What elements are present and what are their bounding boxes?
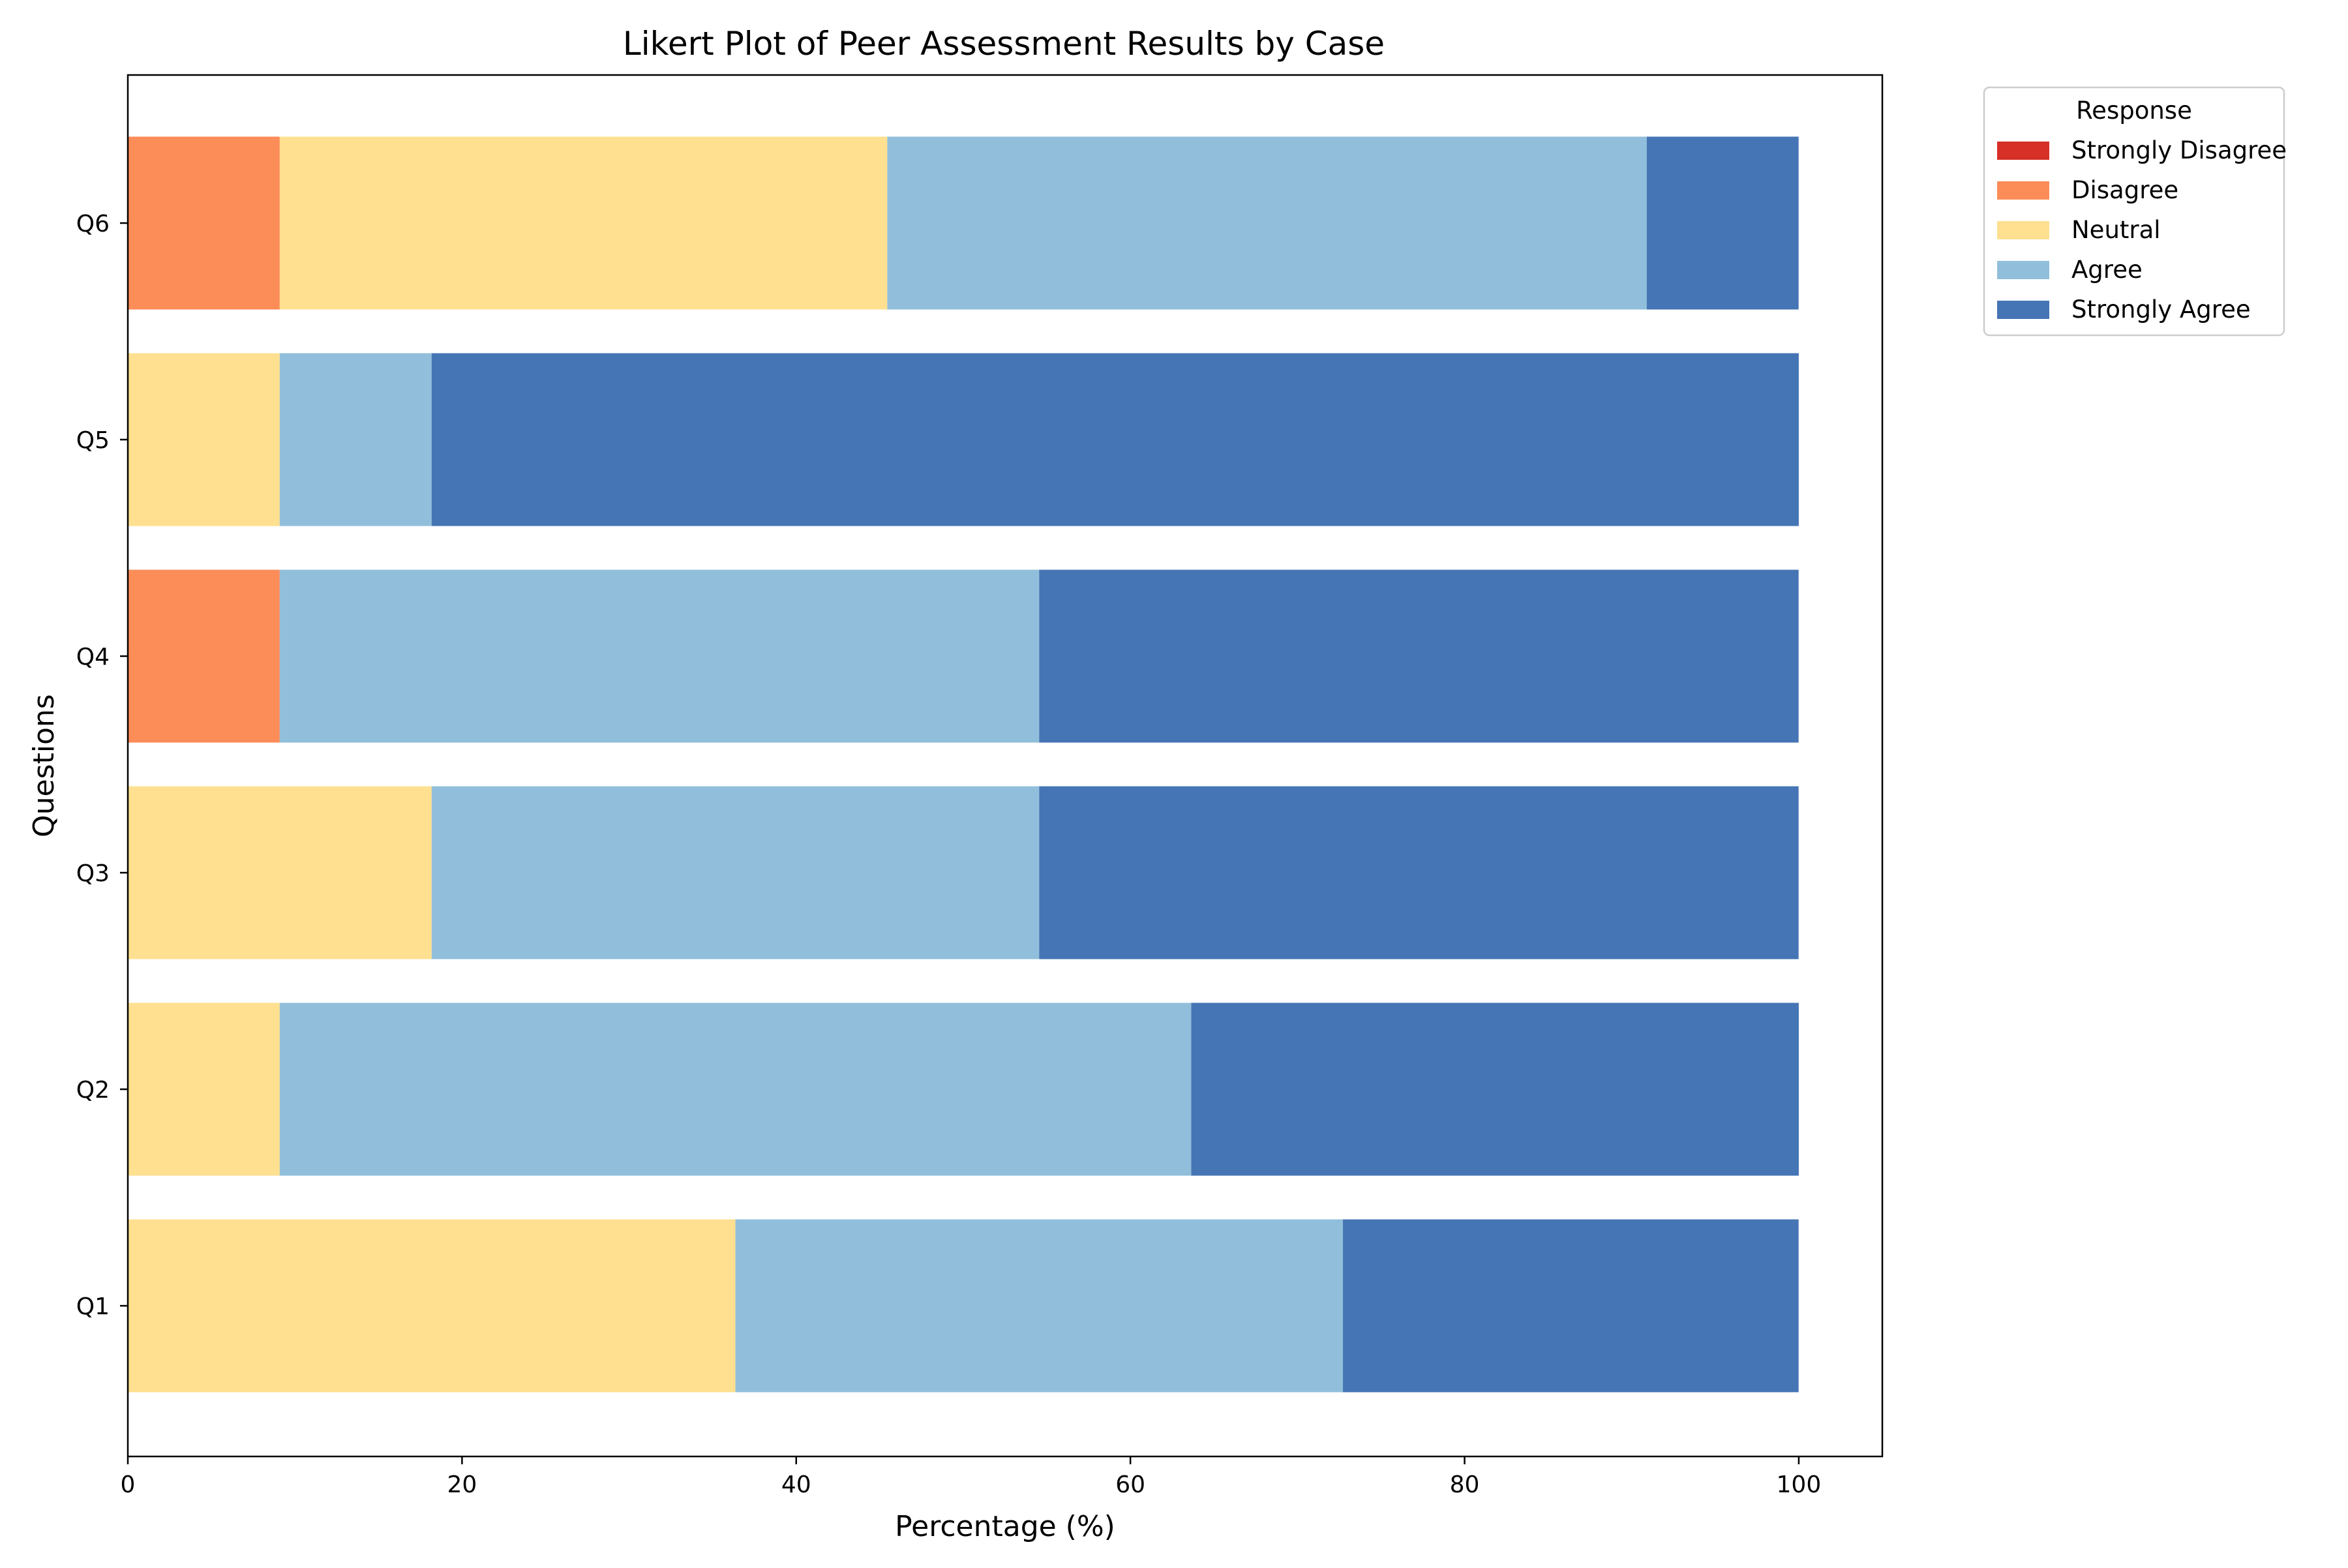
- legend-label: Neutral: [2071, 216, 2161, 244]
- legend: Response Strongly Disagree Disagree Neutra…: [1983, 86, 2287, 337]
- legend-label: Disagree: [2071, 176, 2178, 204]
- bar-segment: [279, 353, 432, 526]
- x-tick-label: 100: [1777, 1471, 1822, 1498]
- bar-segment: [128, 353, 280, 526]
- y-tick-label: Q2: [76, 1077, 110, 1104]
- bar-segment: [279, 1003, 1192, 1176]
- y-tick-label: Q6: [76, 211, 110, 237]
- x-tick-label: 60: [1115, 1471, 1145, 1498]
- bar-segment: [1646, 136, 1799, 310]
- bar-segment: [128, 136, 280, 310]
- bar-segment: [279, 136, 888, 310]
- legend-swatch: [1997, 301, 2049, 319]
- y-axis-label: Questions: [27, 694, 61, 837]
- bar-segment: [1343, 1219, 1799, 1393]
- legend-swatch: [1997, 261, 2049, 279]
- x-tick-label: 0: [121, 1471, 136, 1498]
- bar-segment: [1039, 786, 1799, 959]
- x-tick-label: 40: [781, 1471, 811, 1498]
- x-tick-label: 80: [1450, 1471, 1480, 1498]
- bar-segment: [279, 569, 1040, 743]
- legend-items: Strongly Disagree Disagree Neutral Agree Str…: [1997, 136, 2287, 324]
- plot-bars: [128, 136, 1799, 1393]
- bar-segment: [1039, 569, 1799, 743]
- legend-swatch: [1997, 142, 2049, 160]
- bar-segment: [128, 1003, 280, 1176]
- x-axis-label: Percentage (%): [895, 1510, 1115, 1543]
- y-tick-label: Q1: [76, 1293, 110, 1320]
- legend-swatch: [1997, 221, 2049, 239]
- bar-segment: [128, 569, 280, 743]
- x-tick-label: 20: [447, 1471, 477, 1498]
- legend-label: Strongly Agree: [2071, 295, 2251, 324]
- bar-segment: [128, 1219, 736, 1393]
- bar-segment: [128, 786, 432, 959]
- legend-frame: [1983, 86, 2285, 337]
- bar-segment: [735, 1219, 1344, 1393]
- y-tick-label: Q5: [76, 427, 110, 454]
- bar-segment: [431, 786, 1040, 959]
- legend-swatch: [1997, 181, 2049, 200]
- bar-segment: [1191, 1003, 1799, 1176]
- y-tick-label: Q3: [76, 860, 110, 887]
- plot-frame: [127, 74, 1884, 1458]
- legend-label: Strongly Disagree: [2071, 136, 2287, 164]
- legend-title: Response: [2076, 97, 2192, 125]
- bar-segment: [431, 353, 1799, 526]
- bar-segment: [887, 136, 1647, 310]
- y-tick-label: Q4: [76, 644, 110, 671]
- chart-title: Likert Plot of Peer Assessment Results b…: [623, 25, 1385, 63]
- x-axis: 0 20 40 60 80 100: [121, 1456, 1822, 1498]
- y-axis: Q1 Q2 Q3 Q4 Q5 Q6: [76, 211, 128, 1320]
- legend-label: Agree: [2071, 256, 2143, 284]
